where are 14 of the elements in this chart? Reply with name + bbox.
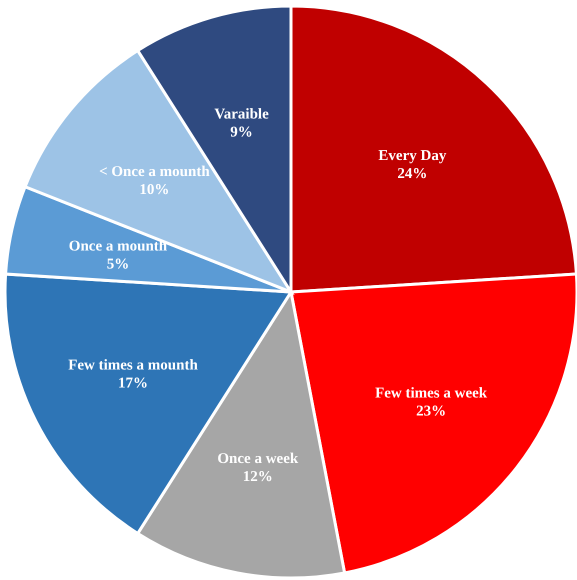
- slice-label: Varaible: [214, 106, 270, 123]
- data-label: 5%: [106, 256, 130, 272]
- slice-label: Once a week: [217, 451, 299, 468]
- data-label: 23%: [416, 404, 446, 420]
- slice-label: Once a mounth: [68, 238, 168, 254]
- data-label: 24%: [397, 166, 428, 182]
- data-label: 10%: [139, 182, 170, 198]
- slice-label: Every Day: [378, 148, 447, 164]
- data-label: 12%: [242, 469, 273, 486]
- slice-label: Few times a week: [375, 386, 488, 402]
- data-label: 17%: [118, 376, 148, 392]
- slice-label: < Once a mounth: [99, 164, 210, 180]
- data-label: 9%: [230, 124, 253, 141]
- slice-label: Few times a mounth: [68, 358, 198, 374]
